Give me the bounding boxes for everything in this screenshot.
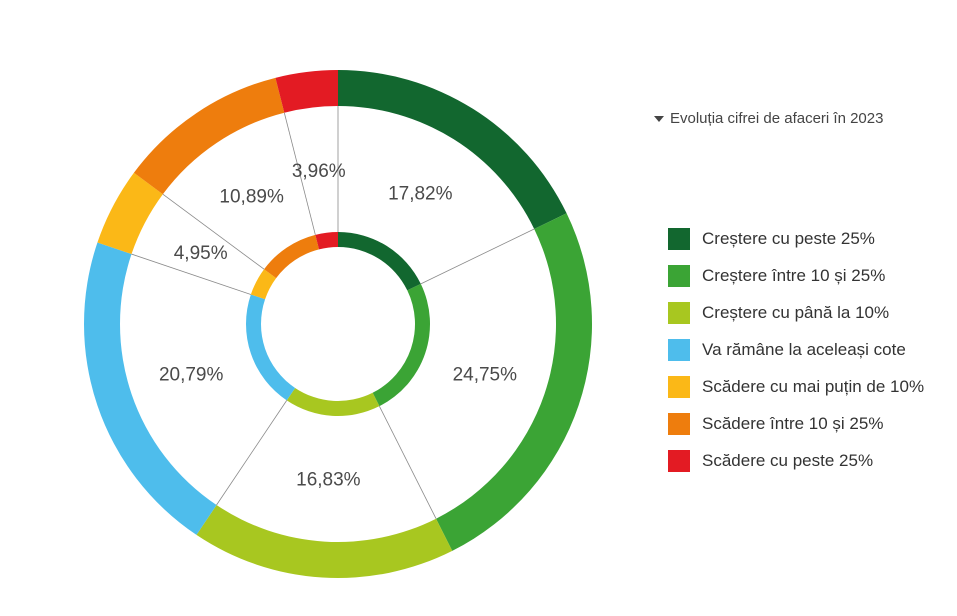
- data-label-3: 16,83%: [296, 470, 361, 491]
- legend-title: Evoluția cifrei de afaceri în 2023: [654, 110, 883, 127]
- legend-item-3: Creștere cu până la 10%: [668, 294, 924, 331]
- legend-item-4: Va rămâne la aceleași cote: [668, 331, 924, 368]
- legend-label: Scădere cu mai puțin de 10%: [702, 376, 925, 396]
- outer-segment-6: [133, 77, 285, 195]
- inner-segment-2: [372, 283, 431, 407]
- legend-label: Creștere cu până la 10%: [702, 302, 890, 322]
- legend-swatch: [668, 301, 690, 324]
- legend-item-7: Scădere cu peste 25%: [668, 442, 924, 479]
- legend-label: Scădere între 10 și 25%: [702, 413, 884, 433]
- divider-line-7: [283, 112, 316, 235]
- legend-title-text: Evoluția cifrei de afaceri în 2023: [670, 110, 884, 127]
- outer-segment-4: [84, 242, 217, 535]
- legend: Creștere cu peste 25% Creștere între 10 ș…: [668, 220, 924, 479]
- segment-dividers: [131, 106, 535, 519]
- legend-swatch: [668, 338, 690, 361]
- outer-segment-7: [275, 70, 338, 113]
- legend-item-5: Scădere cu mai puțin de 10%: [668, 368, 924, 405]
- legend-swatch: [668, 227, 690, 250]
- legend-label: Scădere cu peste 25%: [702, 450, 874, 470]
- inner-segment-6: [264, 234, 320, 279]
- legend-label: Creștere cu peste 25%: [702, 228, 875, 248]
- legend-swatch: [668, 412, 690, 435]
- divider-line-4: [216, 400, 288, 506]
- legend-label: Creștere între 10 și 25%: [702, 265, 886, 285]
- data-label-7: 3,96%: [292, 161, 346, 182]
- divider-line-3: [379, 405, 437, 519]
- inner-segment-7: [315, 232, 338, 250]
- legend-label: Va rămâne la aceleași cote: [702, 339, 906, 359]
- inner-segment-4: [246, 294, 296, 401]
- data-label-1: 17,82%: [388, 184, 453, 205]
- outer-ring: [84, 70, 592, 578]
- legend-item-6: Scădere între 10 și 25%: [668, 405, 924, 442]
- divider-line-2: [420, 228, 535, 285]
- inner-segment-3: [286, 387, 380, 417]
- legend-item-1: Creștere cu peste 25%: [668, 220, 924, 257]
- outer-segment-3: [196, 505, 453, 578]
- legend-swatch: [668, 375, 690, 398]
- outer-segment-2: [436, 213, 592, 551]
- legend-swatch: [668, 264, 690, 287]
- legend-swatch: [668, 449, 690, 472]
- data-label-2: 24,75%: [453, 365, 518, 386]
- percentage-labels: 17,82% 24,75% 16,83% 20,79% 4,95% 10,89% 3,96%: [159, 161, 517, 491]
- outer-segment-5: [97, 172, 163, 255]
- legend-item-2: Creștere între 10 și 25%: [668, 257, 924, 294]
- data-label-6: 10,89%: [219, 186, 284, 207]
- inner-segment-1: [338, 232, 421, 291]
- outer-segment-1: [338, 70, 567, 229]
- data-label-5: 4,95%: [174, 243, 228, 264]
- inner-ring: [246, 232, 431, 417]
- divider-line-5: [131, 253, 251, 295]
- divider-line-6: [162, 193, 265, 270]
- triangle-down-icon: [654, 115, 664, 122]
- inner-segment-5: [250, 269, 277, 300]
- data-label-4: 20,79%: [159, 365, 224, 386]
